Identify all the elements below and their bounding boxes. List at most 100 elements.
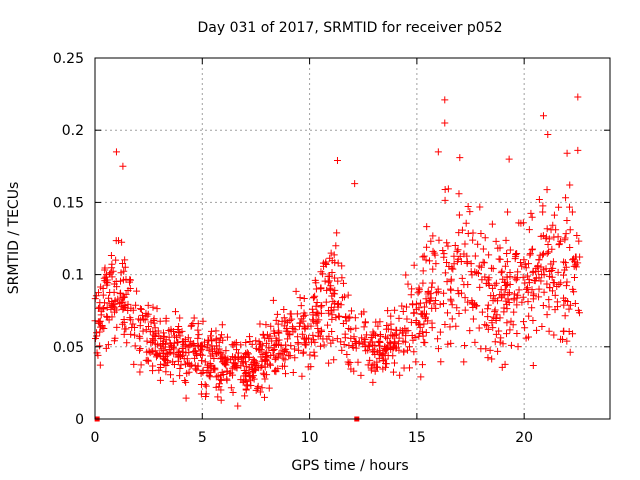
data-point: [201, 358, 209, 366]
data-point: [491, 308, 499, 316]
data-point: [474, 240, 482, 248]
data-point: [562, 263, 570, 271]
data-point: [428, 283, 436, 291]
data-point: [370, 347, 378, 355]
data-point: [320, 262, 328, 270]
data-point: [550, 211, 558, 219]
data-point: [99, 291, 107, 299]
data-point: [363, 331, 371, 339]
data-point: [234, 402, 242, 410]
x-axis-label: GPS time / hours: [291, 458, 408, 474]
data-point: [162, 317, 170, 325]
data-point: [391, 306, 399, 314]
data-point: [217, 376, 225, 384]
data-point: [154, 327, 162, 335]
data-point: [526, 251, 534, 259]
data-point: [573, 231, 581, 239]
data-point: [360, 323, 368, 331]
data-point: [416, 320, 424, 328]
data-point: [137, 305, 145, 313]
data-point: [458, 274, 466, 282]
data-point: [343, 351, 351, 359]
data-point: [351, 180, 359, 188]
data-point: [227, 384, 235, 392]
data-point: [383, 360, 391, 368]
data-point: [441, 196, 449, 204]
data-point: [333, 229, 341, 237]
data-point: [339, 279, 347, 287]
data-point: [312, 302, 320, 310]
data-point: [520, 256, 528, 264]
data-point: [566, 226, 574, 234]
data-point: [443, 258, 451, 266]
data-point: [530, 290, 538, 298]
data-point: [367, 364, 375, 372]
data-point: [271, 367, 279, 375]
data-point: [197, 342, 205, 350]
data-point: [334, 259, 342, 267]
data-point: [536, 251, 544, 259]
data-point: [252, 344, 260, 352]
data-point: [534, 262, 542, 270]
data-point: [575, 237, 583, 245]
data-point: [144, 357, 152, 365]
data-point: [143, 348, 151, 356]
data-point: [469, 229, 477, 237]
data-point: [257, 346, 265, 354]
data-point: [393, 344, 401, 352]
data-point: [201, 338, 209, 346]
data-point: [162, 349, 170, 357]
plot-frame: [94, 57, 611, 420]
data-point: [313, 299, 321, 307]
data-point: [350, 333, 358, 341]
data-point: [562, 194, 570, 202]
data-point: [492, 279, 500, 287]
data-point: [265, 384, 273, 392]
data-point: [174, 338, 182, 346]
data-point: [121, 325, 129, 333]
data-point: [242, 378, 250, 386]
data-point: [123, 339, 131, 347]
data-point: [310, 348, 318, 356]
data-point: [275, 327, 283, 335]
data-point: [112, 306, 120, 314]
data-point: [167, 348, 175, 356]
data-point: [444, 340, 452, 348]
data-point: [239, 353, 247, 361]
data-point: [419, 253, 427, 261]
data-point: [400, 364, 408, 372]
data-point: [524, 272, 532, 280]
y-tick-label: 0.15: [53, 195, 84, 211]
data-point: [404, 280, 412, 288]
data-point: [311, 292, 319, 300]
data-point: [329, 297, 337, 305]
data-point: [495, 327, 503, 335]
data-point: [543, 186, 551, 194]
data-point: [566, 301, 574, 309]
data-point: [320, 341, 328, 349]
data-point: [384, 352, 392, 360]
data-point: [505, 299, 513, 307]
data-point: [285, 330, 293, 338]
data-point: [309, 316, 317, 324]
data-point: [434, 148, 442, 156]
data-point: [246, 377, 254, 385]
y-axis-label: SRMTID / TECUs: [6, 182, 22, 295]
data-point: [488, 319, 496, 327]
data-point: [124, 300, 132, 308]
data-point: [502, 236, 510, 244]
data-point: [383, 334, 391, 342]
data-point: [175, 323, 183, 331]
data-point: [558, 335, 566, 343]
data-point: [105, 316, 113, 324]
data-point: [333, 335, 341, 343]
data-point: [560, 258, 568, 266]
data-point: [447, 339, 455, 347]
data-point: [448, 264, 456, 272]
data-point: [424, 288, 432, 296]
data-point: [454, 246, 462, 254]
data-point: [325, 359, 333, 367]
data-point: [539, 302, 547, 310]
data-point: [561, 259, 569, 267]
data-point: [496, 291, 504, 299]
